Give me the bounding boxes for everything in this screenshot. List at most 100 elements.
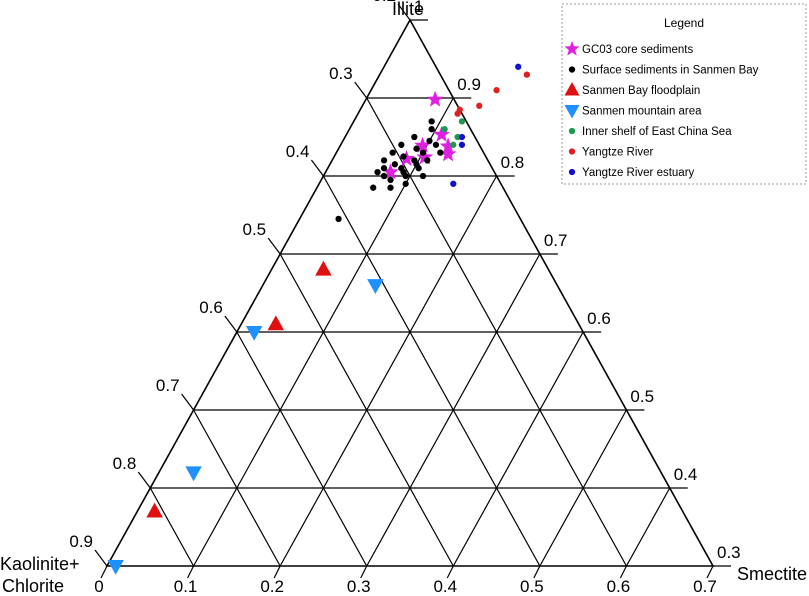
tick-left <box>310 159 324 177</box>
tick-left <box>267 237 281 255</box>
tick-label-left: 0.4 <box>286 142 310 161</box>
data-point <box>185 466 202 482</box>
legend-items: GC03 core sediments Surface sediments in … <box>564 41 759 179</box>
data-point <box>476 102 483 109</box>
legend-box <box>561 3 807 185</box>
data-point <box>400 153 407 160</box>
data-point <box>398 141 405 148</box>
tick-label-right: 0.3 <box>717 543 741 562</box>
legend-marker <box>564 41 580 56</box>
legend-label: GC03 core sediments <box>582 44 693 56</box>
data-point <box>433 125 450 142</box>
tick-bottom <box>619 565 627 579</box>
data-point <box>426 90 444 107</box>
legend-label: Inner shelf of East China Sea <box>582 126 732 138</box>
tick-bottom <box>446 565 454 579</box>
data-point <box>415 165 422 172</box>
gridline <box>366 97 627 567</box>
data-point <box>515 63 522 70</box>
data-point <box>458 118 466 125</box>
legend-label: Surface sediments in Sanmen Bay <box>582 65 759 77</box>
tick-bottom <box>360 565 368 579</box>
data-point <box>428 118 435 125</box>
data-point <box>389 149 396 156</box>
legend-marker <box>564 82 580 96</box>
data-point <box>454 110 461 117</box>
legend-marker <box>568 168 576 176</box>
tick-label-left: 0.6 <box>199 298 223 317</box>
data-point <box>367 279 384 294</box>
data-point <box>107 559 124 575</box>
tick-left <box>397 3 411 21</box>
data-point <box>380 157 388 164</box>
tick-left <box>181 393 195 411</box>
triangle-outline <box>105 18 715 567</box>
tick-label-bottom: 0.6 <box>607 577 631 596</box>
data-point <box>454 133 461 141</box>
data-point <box>387 176 394 184</box>
tick-left <box>354 81 368 99</box>
tick-label-bottom: 0.3 <box>347 577 371 596</box>
gridline <box>279 175 498 567</box>
tick-label-left: 0.9 <box>69 532 93 551</box>
data-point <box>458 133 466 141</box>
tick-label-left: 0.3 <box>329 64 353 83</box>
tick-label-bottom: 0.1 <box>174 577 198 596</box>
tick-label-right: 0.5 <box>630 387 654 406</box>
vertex-label-right: Smectite <box>737 564 807 584</box>
data-point <box>245 325 263 341</box>
data-point <box>426 137 433 145</box>
tick-label-bottom: 0.2 <box>260 577 284 596</box>
data-point <box>428 126 435 133</box>
data-point <box>398 150 415 166</box>
data-point <box>432 141 440 148</box>
tick-label-bottom: 0.7 <box>693 577 717 596</box>
tick-left <box>94 549 108 567</box>
gridline <box>625 487 671 567</box>
tick-bottom <box>273 565 281 579</box>
gridline <box>149 487 195 567</box>
data-point <box>335 215 342 223</box>
data-point <box>267 315 285 331</box>
data-point <box>402 180 409 187</box>
data-point <box>380 165 388 172</box>
tick-bottom <box>100 565 108 579</box>
gridline <box>322 175 541 567</box>
data-point <box>146 502 163 518</box>
data-point <box>413 145 420 152</box>
legend-label: Yangtze River estuary <box>582 167 695 179</box>
data-point <box>419 172 427 180</box>
data-point <box>458 141 466 148</box>
gridline <box>236 331 368 567</box>
legend-marker <box>568 148 576 155</box>
tick-bottom <box>187 565 195 579</box>
data-point <box>391 161 398 168</box>
data-point <box>437 149 444 156</box>
vertex-label-left-1: Kaolinite+ <box>0 554 80 574</box>
tick-label-right: 0.7 <box>544 231 568 250</box>
data-point <box>523 71 531 78</box>
tick-label-left: 0.7 <box>156 376 180 395</box>
data-point <box>414 136 431 153</box>
triangle-border <box>105 18 715 567</box>
legend-label: Sanmen Bay floodplain <box>582 85 700 97</box>
tick-label-bottom: 0.4 <box>433 577 457 596</box>
tick-marks <box>94 3 731 579</box>
tick-label-right: 0.8 <box>501 153 525 172</box>
tick-label-right: 0.9 <box>457 75 481 94</box>
data-point <box>411 133 418 141</box>
legend-marker <box>564 105 580 119</box>
tick-label-right: 0.4 <box>674 465 698 484</box>
tick-labels: 0.2100.30.90.10.40.80.20.50.70.30.60.60.… <box>69 0 740 596</box>
tick-bottom <box>706 565 714 579</box>
data-point <box>450 180 457 187</box>
legend-label: Yangtze River <box>582 147 654 159</box>
legend-label: Sanmen mountain area <box>582 106 702 118</box>
data-point <box>416 148 434 165</box>
data-point <box>493 87 500 94</box>
data-point <box>439 145 457 162</box>
tick-label-bottom: 0 <box>94 577 103 596</box>
tick-label-right: 0.6 <box>587 309 611 328</box>
gridline <box>452 331 584 567</box>
